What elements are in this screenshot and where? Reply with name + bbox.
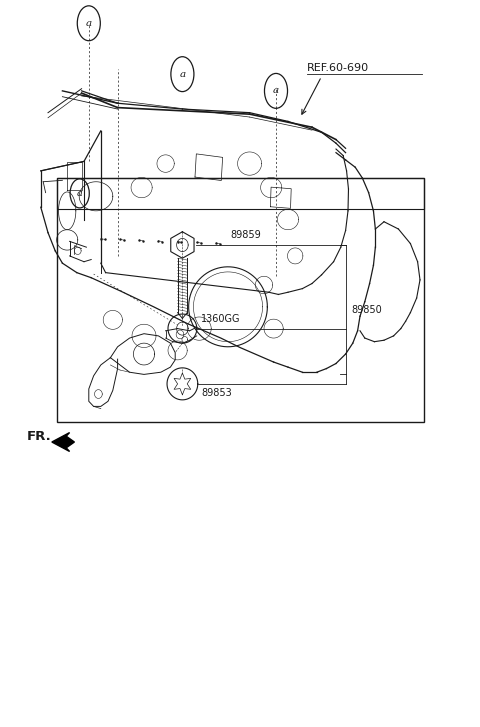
Text: a: a: [77, 189, 83, 198]
Text: REF.60-690: REF.60-690: [307, 63, 369, 73]
Text: FR.: FR.: [26, 430, 51, 443]
Text: a: a: [180, 70, 185, 79]
Text: 1360GG: 1360GG: [201, 314, 240, 324]
Bar: [57, 178, 424, 422]
Text: 89853: 89853: [202, 388, 232, 398]
Text: 89859: 89859: [230, 230, 261, 240]
Text: a: a: [86, 19, 92, 28]
Bar: [57, 178, 424, 209]
Polygon shape: [52, 433, 74, 451]
Text: a: a: [273, 87, 279, 95]
Text: 89850: 89850: [351, 305, 382, 315]
